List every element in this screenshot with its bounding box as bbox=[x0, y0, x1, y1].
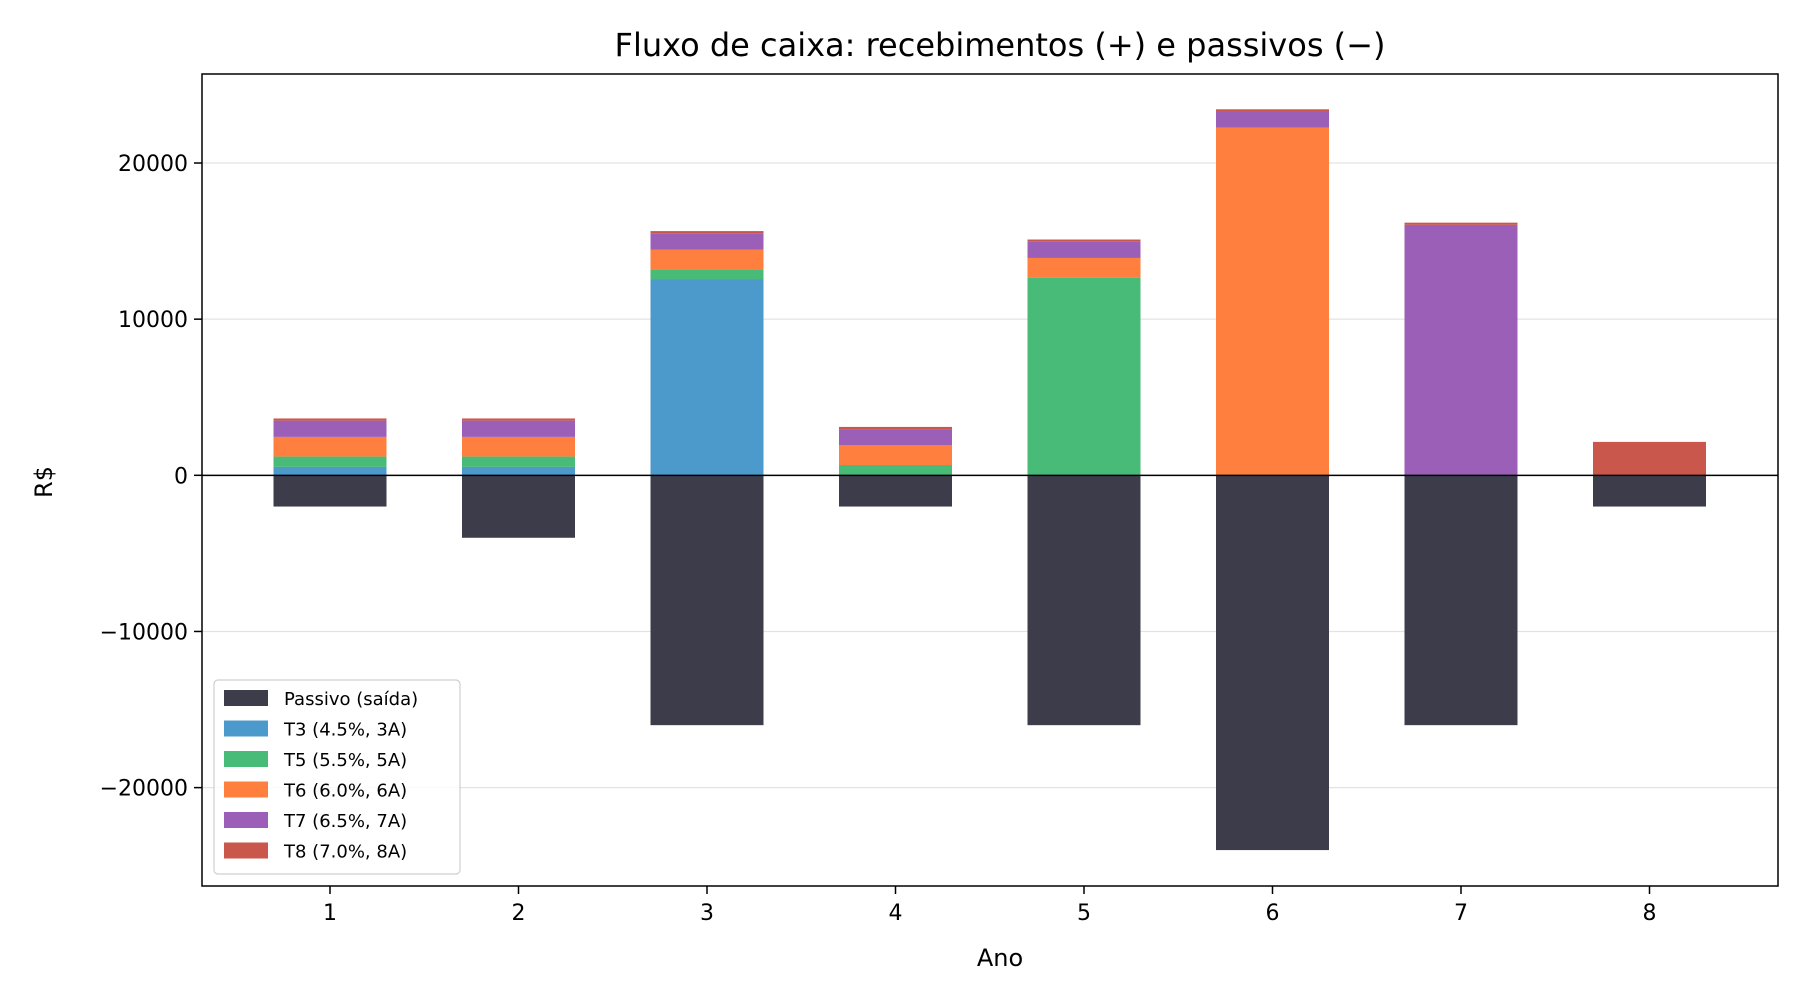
y-tick-label: −10000 bbox=[100, 620, 188, 645]
bar-segment bbox=[650, 233, 764, 250]
legend-swatch bbox=[224, 781, 268, 798]
bar-segment bbox=[1027, 277, 1141, 476]
bar-segment bbox=[1593, 475, 1706, 507]
bar-segment bbox=[462, 475, 575, 538]
bar-segment bbox=[650, 475, 764, 726]
x-tick-label: 5 bbox=[1077, 901, 1091, 926]
bar-segment bbox=[839, 465, 952, 476]
bar-segment bbox=[1404, 222, 1518, 225]
bar-segment bbox=[1216, 111, 1329, 128]
x-tick-label: 4 bbox=[889, 901, 903, 926]
y-axis-title: R$ bbox=[30, 466, 58, 498]
bar-segment bbox=[1027, 475, 1141, 726]
bar-segment bbox=[1027, 257, 1141, 278]
x-tick-label: 6 bbox=[1266, 901, 1280, 926]
legend-label: T3 (4.5%, 3A) bbox=[283, 720, 407, 741]
bar-segment bbox=[1593, 441, 1706, 476]
legend-box bbox=[213, 679, 461, 875]
legend-swatch bbox=[224, 812, 268, 828]
y-tick-label: 20000 bbox=[118, 152, 188, 177]
bar-segment bbox=[462, 420, 575, 437]
bar-segment bbox=[650, 269, 764, 280]
bar-segment bbox=[273, 420, 387, 437]
bar-segment bbox=[273, 418, 387, 421]
x-tick-label: 7 bbox=[1454, 901, 1468, 926]
x-axis-title: Ano bbox=[977, 944, 1023, 972]
plot-frame bbox=[201, 73, 1779, 887]
bar-segment bbox=[839, 429, 952, 446]
bar-segment bbox=[462, 436, 575, 457]
legend: Passivo (saída) T3 (4.5%, 3A) T5 (5.5%, 5A… bbox=[213, 679, 461, 875]
bar-segment bbox=[1216, 475, 1329, 851]
y-tick-label: 10000 bbox=[118, 308, 188, 333]
x-tick-label: 1 bbox=[323, 901, 337, 926]
bar-segment bbox=[1027, 239, 1141, 242]
bar-segment bbox=[839, 445, 952, 466]
bar-segment bbox=[462, 418, 575, 421]
legend-label: T6 (6.0%, 6A) bbox=[283, 781, 407, 802]
x-axis: 1 2 3 4 5 6 7 8 bbox=[323, 886, 1657, 926]
legend-swatch bbox=[224, 690, 268, 706]
legend-label: T7 (6.5%, 7A) bbox=[283, 811, 407, 832]
bar-segment bbox=[1216, 109, 1329, 112]
bars bbox=[273, 109, 1706, 851]
bar-segment bbox=[462, 456, 575, 467]
legend-swatch bbox=[224, 720, 268, 737]
legend-label: T8 (7.0%, 8A) bbox=[283, 842, 407, 863]
legend-swatch bbox=[224, 751, 268, 767]
bar-segment bbox=[273, 456, 387, 467]
bar-segment bbox=[273, 436, 387, 457]
bar-segment bbox=[273, 466, 387, 476]
bar-segment bbox=[839, 475, 952, 507]
chart-title: Fluxo de caixa: recebimentos (+) e passi… bbox=[615, 26, 1386, 64]
legend-label: Passivo (saída) bbox=[284, 689, 418, 710]
bar-segment bbox=[273, 475, 387, 507]
y-axis: −20000 −10000 0 10000 20000 bbox=[100, 152, 202, 802]
bar-segment bbox=[650, 231, 764, 234]
bar-segment bbox=[1404, 224, 1518, 476]
legend-swatch bbox=[224, 842, 268, 859]
bar-segment bbox=[1404, 475, 1518, 726]
bar-segment bbox=[839, 426, 952, 430]
bar-segment bbox=[1216, 127, 1329, 476]
bar-segment bbox=[1027, 241, 1141, 258]
legend-label: T5 (5.5%, 5A) bbox=[283, 750, 407, 771]
bar-segment bbox=[650, 279, 764, 476]
bar-segment bbox=[462, 466, 575, 476]
y-tick-label: −20000 bbox=[100, 777, 188, 802]
x-tick-label: 3 bbox=[700, 901, 714, 926]
bar-segment bbox=[650, 249, 764, 270]
x-tick-label: 8 bbox=[1643, 901, 1657, 926]
x-tick-label: 2 bbox=[512, 901, 526, 926]
y-tick-label: 0 bbox=[174, 464, 188, 489]
